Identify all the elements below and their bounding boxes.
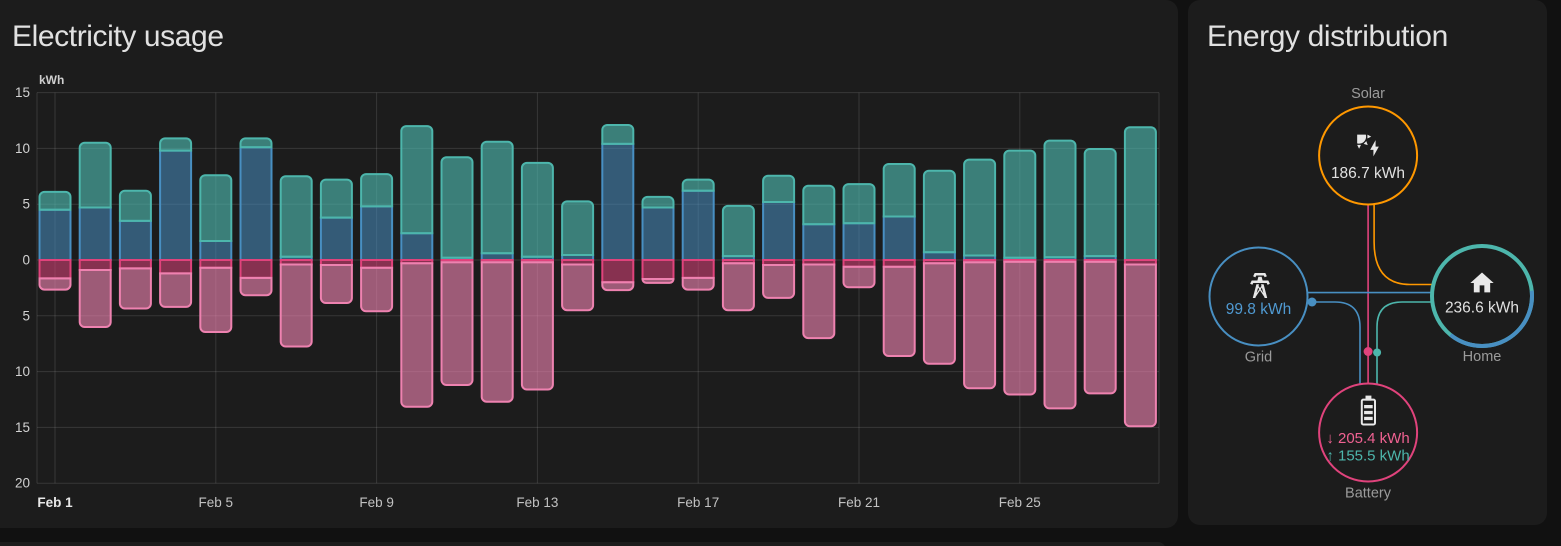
- svg-text:↑ 155.5 kWh: ↑ 155.5 kWh: [1326, 448, 1409, 465]
- svg-text:15: 15: [15, 420, 30, 435]
- svg-text:5: 5: [22, 197, 30, 212]
- svg-text:20: 20: [15, 476, 30, 491]
- svg-text:5: 5: [22, 308, 30, 323]
- svg-text:Battery: Battery: [1345, 486, 1392, 502]
- svg-text:10: 10: [15, 141, 30, 156]
- svg-text:99.8 kWh: 99.8 kWh: [1225, 301, 1290, 318]
- svg-text:Feb 9: Feb 9: [359, 495, 394, 510]
- svg-text:Feb 25: Feb 25: [999, 495, 1041, 510]
- svg-text:10: 10: [15, 364, 30, 379]
- svg-text:Home: Home: [1462, 349, 1501, 365]
- svg-text:Grid: Grid: [1244, 350, 1271, 366]
- svg-text:236.6 kWh: 236.6 kWh: [1444, 300, 1518, 317]
- svg-text:186.7 kWh: 186.7 kWh: [1330, 165, 1404, 182]
- svg-text:0: 0: [22, 253, 30, 268]
- svg-text:Feb 17: Feb 17: [677, 495, 719, 510]
- svg-text:Feb 13: Feb 13: [516, 495, 558, 510]
- svg-text:Feb 21: Feb 21: [838, 495, 880, 510]
- svg-text:Solar: Solar: [1351, 86, 1385, 102]
- svg-text:↓ 205.4 kWh: ↓ 205.4 kWh: [1326, 430, 1409, 447]
- svg-text:kWh: kWh: [39, 73, 64, 87]
- svg-text:Feb 1: Feb 1: [37, 495, 73, 510]
- svg-text:15: 15: [15, 85, 30, 100]
- svg-text:Feb 5: Feb 5: [199, 495, 234, 510]
